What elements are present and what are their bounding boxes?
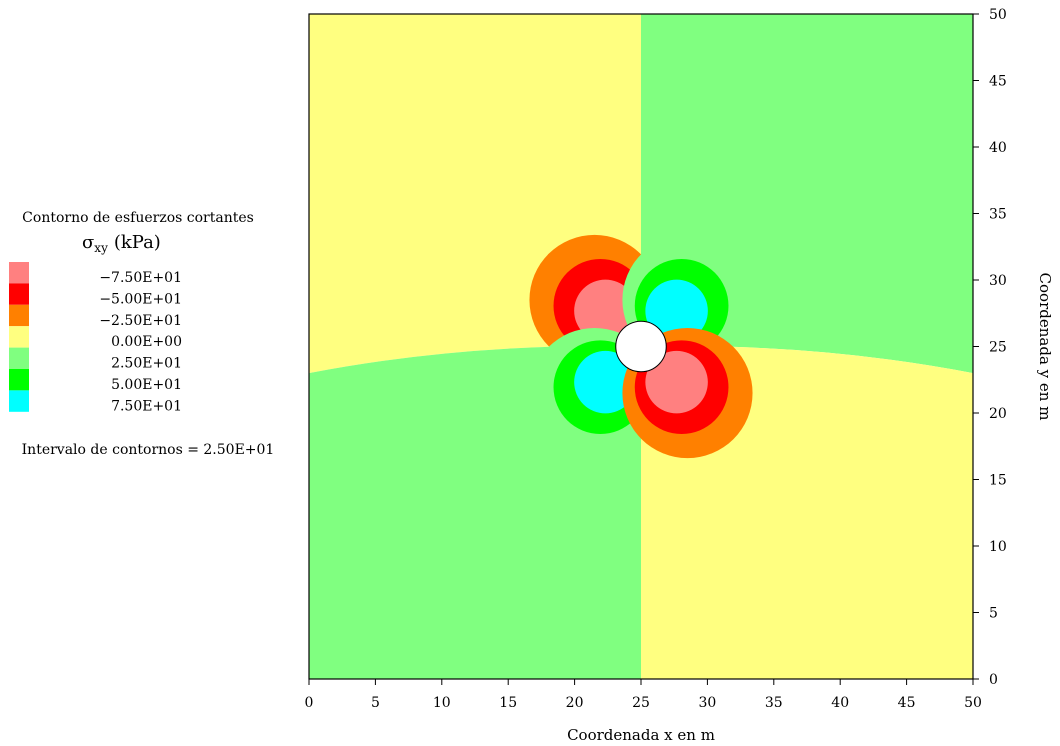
legend-swatch [9,326,29,348]
legend-swatch [9,283,29,305]
tunnel-hole [615,320,667,373]
legend-title: Contorno de esfuerzos cortantes [22,210,254,226]
contour-level-pos75 [574,350,637,414]
stress-lobe [622,327,753,459]
x-tick-label: 0 [305,695,314,711]
legend-swatch [9,262,29,284]
legend-entry-label: 5.00E+01 [111,377,182,393]
legend-entry-label: 7.50E+01 [111,398,182,414]
contour-level-neg75 [574,279,637,343]
contour-level-pos75 [645,279,708,343]
contour-level-neg75 [645,350,708,414]
y-tick-label: 0 [989,672,998,688]
legend-entry-label: −7.50E+01 [99,270,182,286]
legend-entry-label: −2.50E+01 [99,313,182,329]
legend-entry-label: 0.00E+00 [111,334,182,350]
x-tick-label: 15 [499,695,517,711]
y-tick-label: 10 [989,539,1007,555]
legend-swatch [9,390,29,412]
legend-swatch [9,304,29,327]
plot-area [309,14,973,679]
y-tick-label: 40 [989,140,1007,156]
y-tick-label: 35 [989,207,1007,223]
legend-sigma-label: σxy (kPa) [82,232,161,255]
legend-swatch [9,369,29,391]
y-tick-label: 25 [989,340,1007,356]
x-tick-label: 35 [765,695,783,711]
y-tick-label: 20 [989,406,1007,422]
x-tick-label: 45 [898,695,916,711]
x-tick-label: 5 [371,695,380,711]
x-tick-label: 20 [566,695,584,711]
y-tick-label: 5 [989,606,998,622]
legend: Contorno de esfuerzos cortantes σxy (kPa)… [9,210,274,458]
y-tick-label: 30 [989,273,1007,289]
x-tick-label: 40 [831,695,849,711]
legend-entry-label: −5.00E+01 [99,291,182,307]
x-tick-label: 50 [964,695,982,711]
y-tick-label: 15 [989,473,1007,489]
contour-interval-text: Intervalo de contornos = 2.50E+01 [22,442,275,458]
y-tick-label: 45 [989,74,1007,90]
y-axis-title: Coordenada y en m [1036,273,1054,421]
axes: 0 5 10 15 20 25 30 35 40 45 50 0 5 10 15 20 25 30 35 40 45 50… [305,7,1054,744]
legend-entry-label: 2.50E+01 [111,356,182,372]
x-axis-title: Coordenada x en m [567,726,715,744]
x-tick-label: 10 [433,695,451,711]
legend-swatch [9,347,29,369]
x-tick-label: 30 [698,695,716,711]
y-tick-label: 50 [989,7,1007,23]
x-tick-label: 25 [632,695,650,711]
